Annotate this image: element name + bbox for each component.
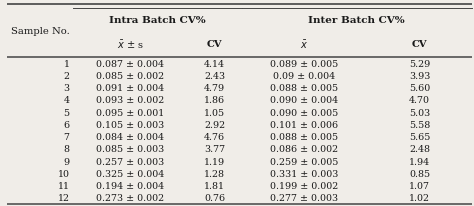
- Text: 3.77: 3.77: [204, 145, 225, 153]
- Text: 0.088 ± 0.005: 0.088 ± 0.005: [271, 132, 338, 141]
- Text: 7: 7: [64, 132, 70, 141]
- Text: 0.85: 0.85: [409, 169, 430, 178]
- Text: 5.29: 5.29: [409, 59, 430, 68]
- Text: 11: 11: [58, 181, 70, 190]
- Text: 5.65: 5.65: [409, 132, 430, 141]
- Text: 9: 9: [64, 157, 70, 166]
- Text: 6: 6: [64, 120, 70, 129]
- Text: 0.76: 0.76: [204, 193, 225, 202]
- Text: 3: 3: [64, 84, 70, 93]
- Text: 1.19: 1.19: [204, 157, 225, 166]
- Text: 4.70: 4.70: [409, 96, 430, 105]
- Text: 4.79: 4.79: [204, 84, 225, 93]
- Text: 0.325 ± 0.004: 0.325 ± 0.004: [96, 169, 164, 178]
- Text: 2.43: 2.43: [204, 71, 225, 80]
- Text: 0.085 ± 0.003: 0.085 ± 0.003: [96, 145, 164, 153]
- Text: 0.090 ± 0.004: 0.090 ± 0.004: [271, 96, 338, 105]
- Text: 0.084 ± 0.004: 0.084 ± 0.004: [96, 132, 164, 141]
- Text: CV: CV: [207, 40, 222, 49]
- Text: 5: 5: [64, 108, 70, 117]
- Text: 2.92: 2.92: [204, 120, 225, 129]
- Text: 0.086 ± 0.002: 0.086 ± 0.002: [271, 145, 338, 153]
- Text: 0.101 ± 0.006: 0.101 ± 0.006: [271, 120, 338, 129]
- Text: 0.331 ± 0.003: 0.331 ± 0.003: [270, 169, 339, 178]
- Text: 0.088 ± 0.005: 0.088 ± 0.005: [271, 84, 338, 93]
- Text: 1.28: 1.28: [204, 169, 225, 178]
- Text: 3.93: 3.93: [409, 71, 430, 80]
- Text: 0.259 ± 0.005: 0.259 ± 0.005: [270, 157, 339, 166]
- Text: $\bar{x}$ $\pm$ s: $\bar{x}$ $\pm$ s: [117, 39, 144, 51]
- Text: 2: 2: [64, 71, 70, 80]
- Text: 0.093 ± 0.002: 0.093 ± 0.002: [96, 96, 164, 105]
- Text: 0.194 ± 0.004: 0.194 ± 0.004: [96, 181, 164, 190]
- Text: 5.03: 5.03: [409, 108, 430, 117]
- Text: 1: 1: [64, 59, 70, 68]
- Text: Sample No.: Sample No.: [11, 27, 70, 36]
- Text: 1.07: 1.07: [409, 181, 430, 190]
- Text: 0.095 ± 0.001: 0.095 ± 0.001: [96, 108, 164, 117]
- Text: 4.14: 4.14: [204, 59, 225, 68]
- Text: 4: 4: [64, 96, 70, 105]
- Text: 0.089 ± 0.005: 0.089 ± 0.005: [271, 59, 338, 68]
- Text: 0.085 ± 0.002: 0.085 ± 0.002: [96, 71, 164, 80]
- Text: CV: CV: [412, 40, 427, 49]
- Text: 12: 12: [58, 193, 70, 202]
- Text: 1.86: 1.86: [204, 96, 225, 105]
- Text: 0.199 ± 0.002: 0.199 ± 0.002: [271, 181, 338, 190]
- Text: 0.257 ± 0.003: 0.257 ± 0.003: [96, 157, 164, 166]
- Text: Intra Batch CV%: Intra Batch CV%: [109, 16, 206, 25]
- Text: 10: 10: [58, 169, 70, 178]
- Text: 0.105 ± 0.003: 0.105 ± 0.003: [96, 120, 164, 129]
- Text: 8: 8: [64, 145, 70, 153]
- Text: 0.09 ± 0.004: 0.09 ± 0.004: [273, 71, 336, 80]
- Text: 0.273 ± 0.002: 0.273 ± 0.002: [96, 193, 164, 202]
- Text: 2.48: 2.48: [409, 145, 430, 153]
- Text: 1.02: 1.02: [409, 193, 430, 202]
- Text: 0.087 ± 0.004: 0.087 ± 0.004: [96, 59, 164, 68]
- Text: $\bar{x}$: $\bar{x}$: [301, 39, 309, 51]
- Text: 1.81: 1.81: [204, 181, 225, 190]
- Text: 4.76: 4.76: [204, 132, 225, 141]
- Text: 0.091 ± 0.004: 0.091 ± 0.004: [96, 84, 164, 93]
- Text: 1.05: 1.05: [204, 108, 225, 117]
- Text: 1.94: 1.94: [409, 157, 430, 166]
- Text: 0.277 ± 0.003: 0.277 ± 0.003: [271, 193, 338, 202]
- Text: 5.58: 5.58: [409, 120, 430, 129]
- Text: 0.090 ± 0.005: 0.090 ± 0.005: [271, 108, 338, 117]
- Text: 5.60: 5.60: [409, 84, 430, 93]
- Text: Inter Batch CV%: Inter Batch CV%: [309, 16, 405, 25]
